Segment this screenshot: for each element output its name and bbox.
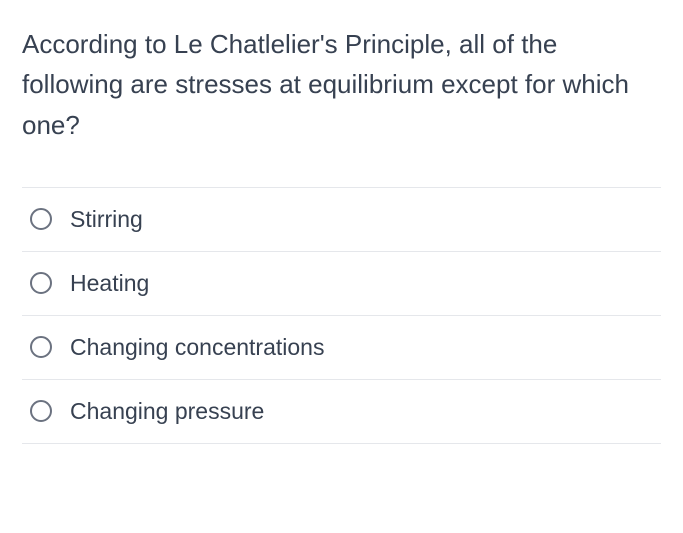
question-text: According to Le Chatlelier's Principle, … <box>22 24 661 145</box>
option-row[interactable]: Stirring <box>22 188 661 252</box>
option-label: Changing pressure <box>70 398 264 425</box>
radio-icon[interactable] <box>30 336 52 358</box>
option-label: Heating <box>70 270 149 297</box>
radio-icon[interactable] <box>30 400 52 422</box>
option-row[interactable]: Heating <box>22 252 661 316</box>
radio-icon[interactable] <box>30 272 52 294</box>
radio-icon[interactable] <box>30 208 52 230</box>
option-label: Changing concentrations <box>70 334 324 361</box>
option-label: Stirring <box>70 206 143 233</box>
option-row[interactable]: Changing concentrations <box>22 316 661 380</box>
options-list: Stirring Heating Changing concentrations… <box>22 187 661 444</box>
option-row[interactable]: Changing pressure <box>22 380 661 444</box>
